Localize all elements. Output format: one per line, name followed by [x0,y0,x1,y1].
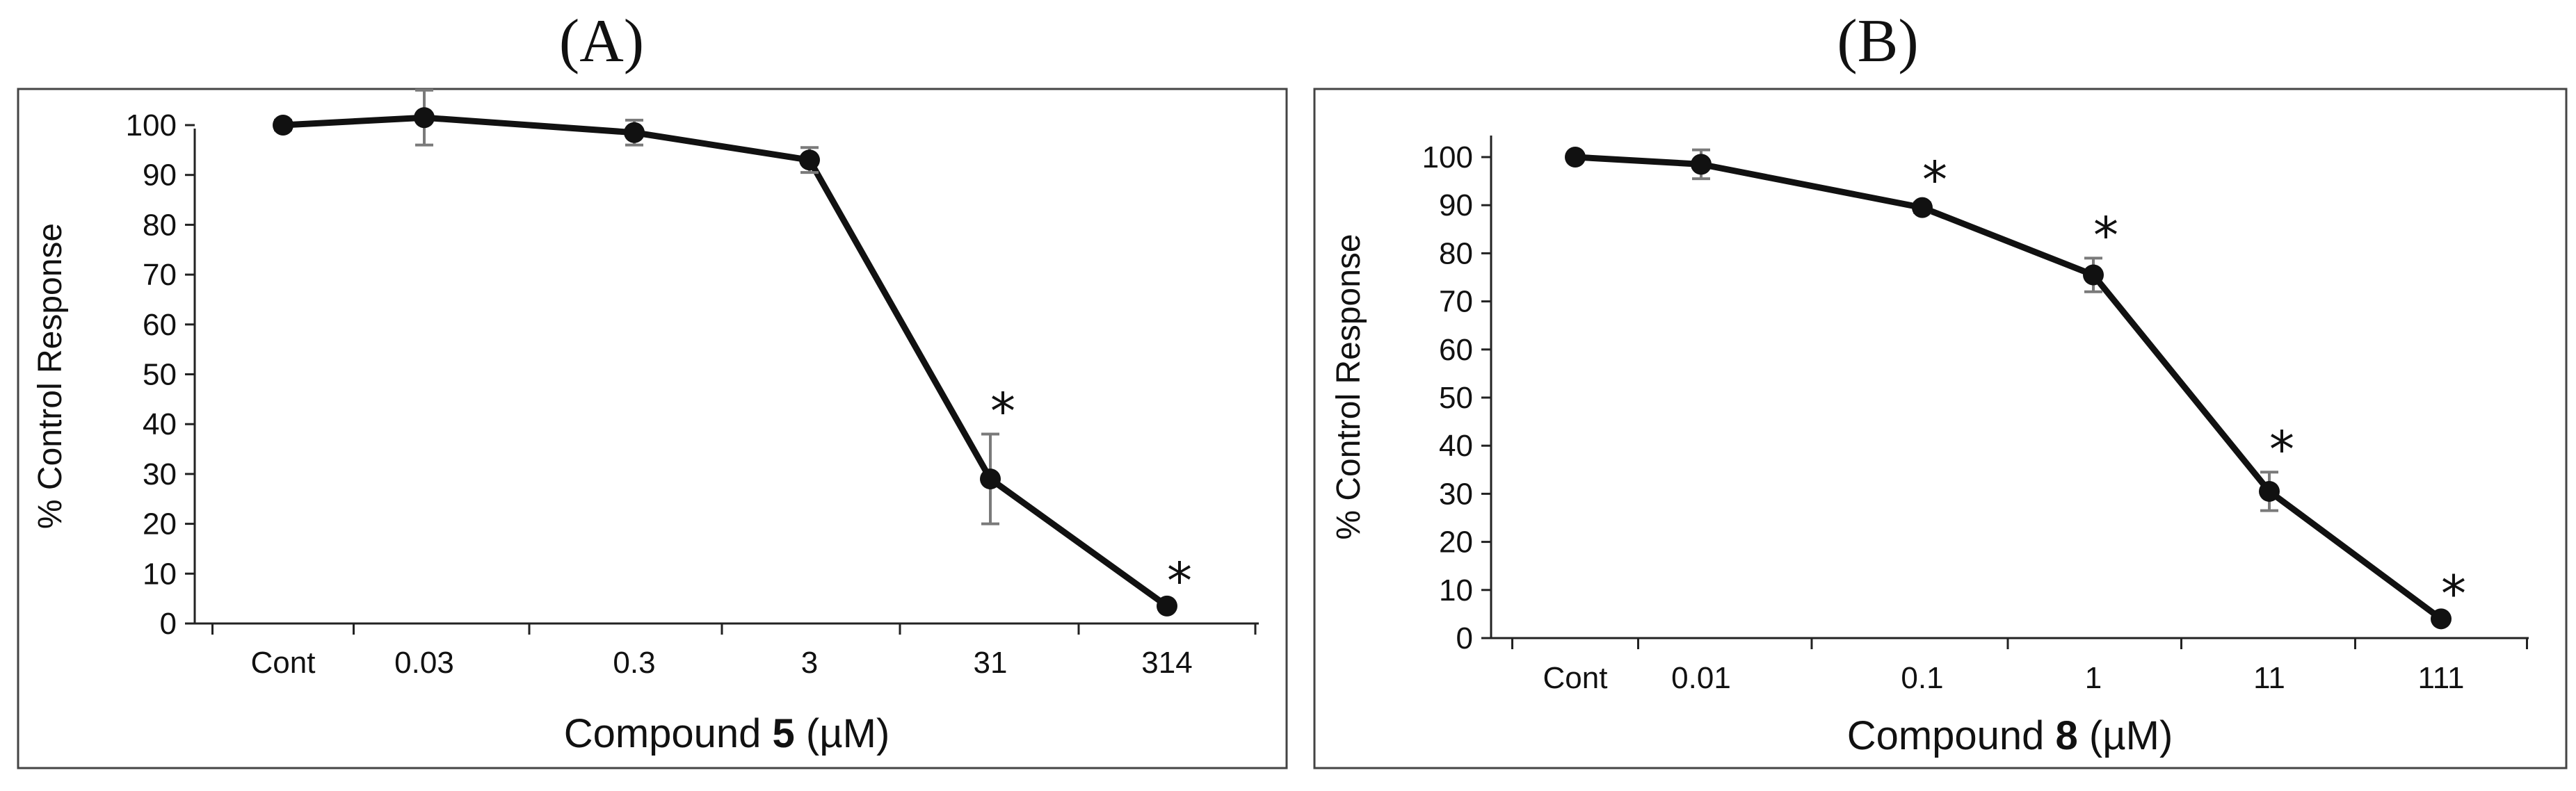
data-point [273,115,293,136]
data-point [1912,197,1933,218]
y-tick-label: 0 [1456,621,1473,655]
data-point [2259,480,2280,502]
y-tick-label: 0 [160,607,177,641]
series-line [282,114,1169,609]
data-point [2431,608,2452,630]
data-point [624,122,645,143]
x-tick-label: 11 [2253,661,2285,695]
y-tick-label: 40 [143,407,177,441]
y-tick-label: 10 [143,557,177,591]
y-tick-label: 10 [1439,573,1473,607]
data-point [1157,595,1177,617]
x-axis-title-compound: 8 [2056,713,2078,758]
x-tick-label: 1 [2085,661,2102,695]
y-axis-title: % Control Response [32,223,69,529]
x-tick-label: 0.03 [394,646,454,680]
x-axis-title: Compound 8 (µM) [1847,713,2173,758]
y-tick-label: 50 [143,358,177,392]
x-tick-label: 0.3 [613,646,655,680]
y-tick-label: 30 [143,457,177,491]
x-axis-title-suffix: (µM) [2078,713,2173,758]
y-tick-label: 20 [1439,525,1473,560]
significance-marker: * [1167,551,1192,610]
y-tick-label: 20 [143,507,177,541]
significance-marker: * [1922,151,1947,209]
y-tick-label: 100 [1422,140,1473,174]
y-tick-label: 100 [126,108,177,142]
x-axis-title-compound: 5 [773,711,795,756]
y-tick-label: 90 [143,158,177,193]
panel-frame [17,88,1288,769]
significance-marker: * [2093,206,2118,264]
panel-a: (A) 0 10 20 30 40 50 60 70 80 90 100 Cont 0.03 0.3 3 31 3… [17,8,1288,769]
y-tick-label: 70 [143,258,177,292]
x-tick-label: 0.1 [1901,661,1943,695]
y-tick-label: 80 [143,208,177,242]
data-point [1691,154,1712,175]
y-tick-label: 80 [1439,236,1473,270]
data-point [980,468,1001,490]
panel-label: (A) [559,8,644,75]
panel-frame [1313,88,2568,769]
x-tick-label: 31 [974,646,1008,680]
x-tick-label: 111 [2418,661,2465,695]
y-tick-label: 70 [1439,285,1473,319]
data-point [1565,147,1586,168]
significance-marker: * [2269,420,2294,478]
data-point [2083,264,2104,286]
x-axis-title-suffix: (µM) [795,711,889,756]
x-axis-title-prefix: Compound [1847,713,2056,758]
x-axis-title-prefix: Compound [564,711,773,756]
x-tick-label: 0.01 [1671,661,1731,695]
data-point [799,149,820,171]
y-tick-label: 30 [1439,477,1473,511]
x-tick-label: 3 [801,646,818,680]
y-axis-title: % Control Response [1330,234,1367,539]
x-tick-label: 314 [1141,646,1192,680]
y-tick-label: 60 [1439,333,1473,367]
x-tick-label: Cont [251,646,316,680]
y-tick-label: 60 [143,308,177,342]
y-tick-label: 90 [1439,188,1473,222]
panel-label: (B) [1837,8,1918,75]
x-axis-title: Compound 5 (µM) [564,711,890,756]
y-tick-label: 40 [1439,429,1473,463]
data-point [414,107,435,129]
y-tick-label: 50 [1439,381,1473,415]
x-tick-label: Cont [1543,661,1608,695]
series-line [1575,154,2443,621]
significance-marker: * [2441,564,2466,623]
significance-marker: * [990,382,1015,441]
